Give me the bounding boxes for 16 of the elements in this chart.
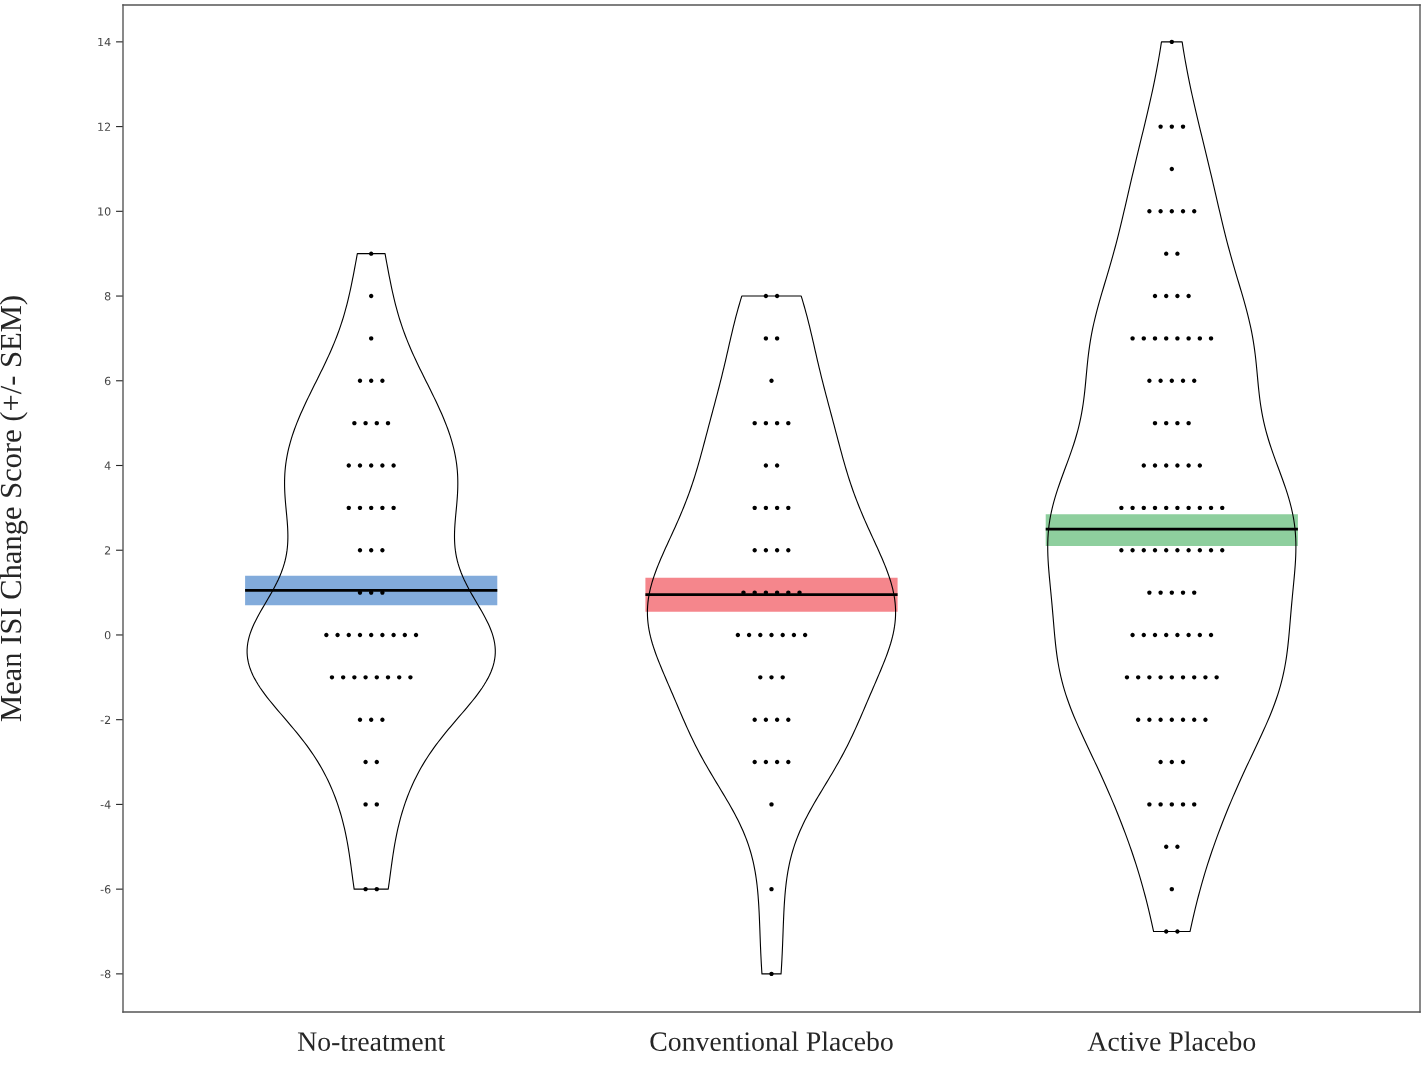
- y-tick-label: 12: [98, 122, 111, 131]
- y-tick-label: -8: [100, 969, 111, 979]
- y-tick-label: 4: [104, 461, 111, 470]
- y-tick-label: 0: [104, 630, 111, 640]
- y-tick-label: -6: [100, 885, 111, 894]
- y-tick-label: -2: [100, 715, 111, 724]
- y-tick-label: 10: [98, 207, 111, 216]
- x-tick-label: Conventional Placebo: [650, 1031, 893, 1051]
- x-tick-label: No-treatment: [297, 1032, 446, 1051]
- y-tick-label: 6: [104, 376, 111, 386]
- y-tick-label: 2: [104, 546, 111, 555]
- y-axis-title: Mean ISI Change Score (+/- SEM): [0, 296, 28, 722]
- x-tick-label: Active Placebo: [1087, 1031, 1256, 1051]
- y-tick-label: 8: [104, 292, 111, 301]
- y-tick-label: -4: [100, 800, 111, 809]
- y-tick-label: 14: [98, 37, 111, 47]
